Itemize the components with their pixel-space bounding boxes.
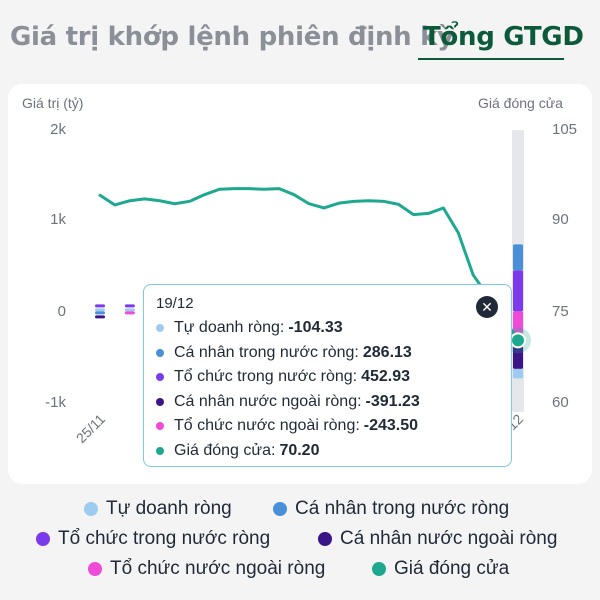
y-right-tick: 75 xyxy=(552,303,569,320)
dot-icon xyxy=(372,562,386,576)
y-right-tick: 105 xyxy=(552,121,578,138)
legend-label: Tổ chức trong nước ròng xyxy=(58,528,271,549)
dot-icon xyxy=(318,532,332,546)
tooltip-row-to-chuc-trong-nuoc: Tổ chức trong nước ròng: 452.93 xyxy=(156,365,499,390)
tooltip-row-value: 452.93 xyxy=(361,368,411,386)
x-tick-label: 25/11 xyxy=(73,411,109,447)
tooltip-date: 19/12 xyxy=(156,295,194,312)
y-left-tick: 1k xyxy=(50,211,66,228)
tooltip: 19/12 Tự doanh ròng: -104.33 Cá nhân tro… xyxy=(143,284,512,467)
bar-segment xyxy=(95,308,105,312)
price-line xyxy=(98,187,520,342)
y-left-tick: 2k xyxy=(50,121,66,138)
legend-item-to-chuc-nuoc-ngoai[interactable]: Tổ chức nước ngoài ròng xyxy=(88,558,325,580)
bar-segment xyxy=(513,244,523,271)
tooltip-row-label: Cá nhân nước ngoài ròng: xyxy=(174,392,362,410)
y-right-tick: 90 xyxy=(552,211,569,228)
y-left-tick: -1k xyxy=(45,394,66,411)
dot-icon xyxy=(36,532,50,546)
y-left-axis-title: Giá trị (tỷ) xyxy=(22,95,84,111)
dot-icon xyxy=(88,562,102,576)
bar-segment xyxy=(95,311,105,315)
tab-total-trading-value[interactable]: Tổng GTGD xyxy=(423,22,584,52)
tooltip-row-value: 70.20 xyxy=(279,441,320,459)
bar-segment xyxy=(95,315,105,319)
bar-segment xyxy=(513,311,523,334)
close-icon[interactable]: ✕ xyxy=(476,296,498,318)
dot-icon xyxy=(156,446,164,455)
dot-icon xyxy=(156,348,164,357)
tooltip-row-value: 286.13 xyxy=(362,343,412,361)
dot-icon xyxy=(156,397,164,406)
legend-label: Tự doanh ròng xyxy=(106,498,232,519)
tooltip-row-value: -104.33 xyxy=(288,319,343,337)
legend-item-gia-dong-cua[interactable]: Giá đóng cửa xyxy=(372,558,509,580)
bar-segment xyxy=(124,308,135,312)
tooltip-row-label: Giá đóng cửa: xyxy=(174,441,276,459)
legend-label: Giá đóng cửa xyxy=(394,558,510,579)
tooltip-row-tu-doanh: Tự doanh ròng: -104.33 xyxy=(156,316,499,341)
legend-label: Tổ chức nước ngoài ròng xyxy=(110,558,326,579)
bar-segment xyxy=(513,270,523,312)
legend-item-to-chuc-trong-nuoc[interactable]: Tổ chức trong nước ròng xyxy=(36,528,270,550)
y-left-tick: 0 xyxy=(57,303,66,320)
dot-icon xyxy=(273,502,287,516)
y-right-tick: 60 xyxy=(552,394,569,411)
price-highlight-point xyxy=(510,332,526,349)
y-right-axis-title: Giá đóng cửa xyxy=(478,95,563,111)
legend-item-ca-nhan-nuoc-ngoai[interactable]: Cá nhân nước ngoài ròng xyxy=(318,528,557,550)
legend-label: Cá nhân trong nước ròng xyxy=(295,498,510,519)
bar-segment xyxy=(124,311,135,315)
tooltip-row-label: Tự doanh ròng: xyxy=(174,319,285,337)
bar-segment xyxy=(124,304,135,308)
tooltip-row-label: Tổ chức trong nước ròng: xyxy=(174,368,358,386)
tooltip-row-ca-nhan-nuoc-ngoai: Cá nhân nước ngoài ròng: -391.23 xyxy=(156,390,499,415)
legend-item-ca-nhan-trong-nuoc[interactable]: Cá nhân trong nước ròng xyxy=(273,498,509,520)
dot-icon xyxy=(156,373,164,382)
legend-label: Cá nhân nước ngoài ròng xyxy=(340,528,558,549)
bar-segment xyxy=(513,368,523,379)
tooltip-row-to-chuc-nuoc-ngoai: Tổ chức nước ngoài ròng: -243.50 xyxy=(156,414,499,439)
dot-icon xyxy=(156,422,164,431)
legend-item-tu-doanh[interactable]: Tự doanh ròng xyxy=(84,498,232,520)
tab-periodic-matching-value[interactable]: Giá trị khớp lệnh phiên định kỳ xyxy=(10,22,454,52)
tooltip-row-gia-dong-cua: Giá đóng cửa: 70.20 xyxy=(156,439,499,464)
tooltip-row-value: -243.50 xyxy=(363,417,419,435)
tooltip-row-label: Cá nhân trong nước ròng: xyxy=(174,343,359,361)
tooltip-row-ca-nhan-trong-nuoc: Cá nhân trong nước ròng: 286.13 xyxy=(156,341,499,366)
dot-icon xyxy=(84,502,98,516)
dot-icon xyxy=(156,324,164,333)
tooltip-row-label: Tổ chức nước ngoài ròng: xyxy=(174,417,360,435)
active-tab-underline xyxy=(418,58,564,60)
bar-segment xyxy=(95,304,105,308)
tooltip-row-value: -391.23 xyxy=(365,392,420,410)
tab-bar: Giá trị khớp lệnh phiên định kỳ Tổng GTG… xyxy=(0,0,600,62)
